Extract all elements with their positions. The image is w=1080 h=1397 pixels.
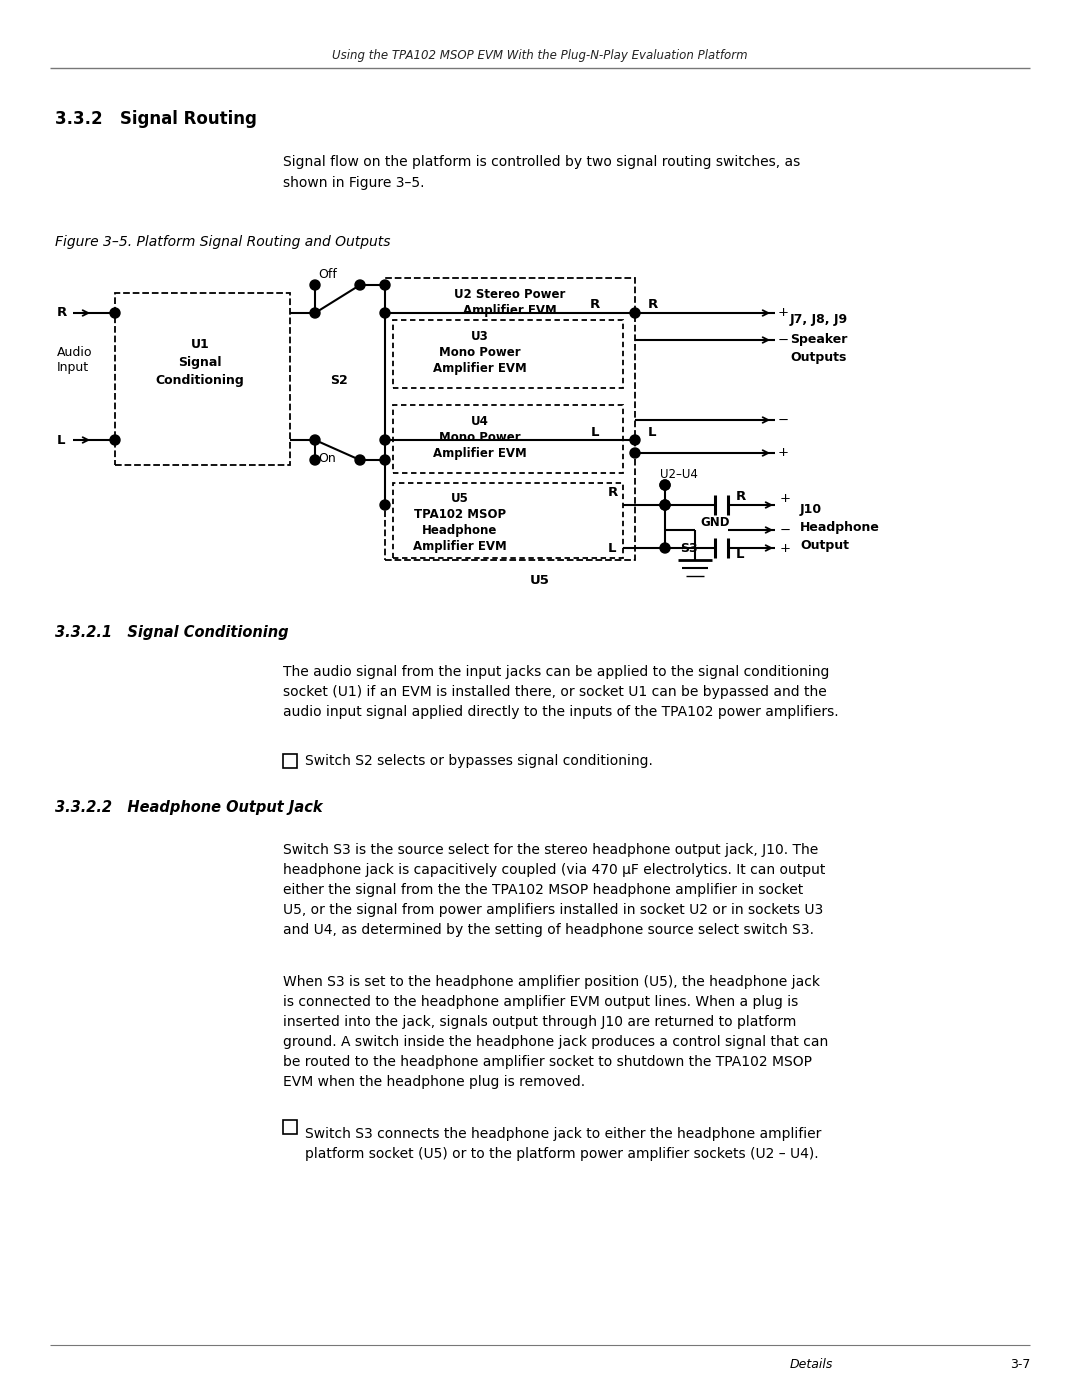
Circle shape xyxy=(310,307,320,319)
Circle shape xyxy=(110,307,120,319)
Text: Amplifier EVM: Amplifier EVM xyxy=(463,305,557,317)
Text: Input: Input xyxy=(57,362,90,374)
Text: L: L xyxy=(648,426,657,439)
Text: U4: U4 xyxy=(471,415,489,427)
Text: Switch S3 connects the headphone jack to either the headphone amplifier
platform: Switch S3 connects the headphone jack to… xyxy=(305,1127,822,1161)
Circle shape xyxy=(310,434,320,446)
Circle shape xyxy=(630,448,640,458)
Text: U5: U5 xyxy=(530,574,550,587)
Circle shape xyxy=(380,307,390,319)
Text: R: R xyxy=(57,306,67,320)
Text: L: L xyxy=(57,433,66,447)
Bar xyxy=(393,320,623,388)
Text: +: + xyxy=(778,306,789,320)
Bar xyxy=(384,278,635,560)
Circle shape xyxy=(660,481,670,490)
Text: U2–U4: U2–U4 xyxy=(660,468,698,482)
Text: U2 Stereo Power: U2 Stereo Power xyxy=(455,288,566,300)
Text: Headphone: Headphone xyxy=(800,521,880,535)
Bar xyxy=(283,1120,297,1134)
Text: Headphone: Headphone xyxy=(422,524,498,536)
Circle shape xyxy=(380,500,390,510)
Circle shape xyxy=(380,279,390,291)
Text: Amplifier EVM: Amplifier EVM xyxy=(433,447,527,460)
Text: J7, J8, J9: J7, J8, J9 xyxy=(789,313,848,327)
Text: GND: GND xyxy=(700,517,729,529)
Text: +: + xyxy=(780,492,791,504)
Text: Output: Output xyxy=(800,539,849,552)
Text: L: L xyxy=(591,426,599,439)
Text: Mono Power: Mono Power xyxy=(440,346,521,359)
Text: 3.3.2.1   Signal Conditioning: 3.3.2.1 Signal Conditioning xyxy=(55,624,288,640)
Text: TPA102 MSOP: TPA102 MSOP xyxy=(414,509,507,521)
Text: Outputs: Outputs xyxy=(789,352,847,365)
Text: Figure 3–5. Platform Signal Routing and Outputs: Figure 3–5. Platform Signal Routing and … xyxy=(55,235,391,249)
Circle shape xyxy=(660,543,670,553)
Text: J10: J10 xyxy=(800,503,822,517)
Text: Amplifier EVM: Amplifier EVM xyxy=(414,541,507,553)
Text: 3.3.2   Signal Routing: 3.3.2 Signal Routing xyxy=(55,110,257,129)
Text: −: − xyxy=(778,334,789,346)
Text: The audio signal from the input jacks can be applied to the signal conditioning
: The audio signal from the input jacks ca… xyxy=(283,665,839,719)
Circle shape xyxy=(380,434,390,446)
Text: Signal flow on the platform is controlled by two signal routing switches, as
sho: Signal flow on the platform is controlle… xyxy=(283,155,800,190)
Circle shape xyxy=(310,279,320,291)
Text: U3: U3 xyxy=(471,330,489,344)
Text: −: − xyxy=(778,414,789,426)
Text: Details: Details xyxy=(789,1358,834,1372)
Circle shape xyxy=(630,307,640,319)
Circle shape xyxy=(380,455,390,465)
Bar xyxy=(114,293,291,465)
Text: 3-7: 3-7 xyxy=(1010,1358,1030,1372)
Circle shape xyxy=(310,455,320,465)
Bar xyxy=(393,405,623,474)
Text: Amplifier EVM: Amplifier EVM xyxy=(433,362,527,374)
Text: R: R xyxy=(735,490,746,503)
Text: U5: U5 xyxy=(451,492,469,504)
Text: Speaker: Speaker xyxy=(789,334,848,346)
Circle shape xyxy=(660,500,670,510)
Text: R: R xyxy=(608,486,618,499)
Text: +: + xyxy=(778,447,789,460)
Text: On: On xyxy=(318,451,336,464)
Text: +: + xyxy=(780,542,791,555)
Text: Switch S3 is the source select for the stereo headphone output jack, J10. The
he: Switch S3 is the source select for the s… xyxy=(283,842,825,937)
Text: R: R xyxy=(590,299,600,312)
Text: When S3 is set to the headphone amplifier position (U5), the headphone jack
is c: When S3 is set to the headphone amplifie… xyxy=(283,975,828,1090)
Bar xyxy=(393,483,623,557)
Bar xyxy=(283,754,297,768)
Text: Signal: Signal xyxy=(178,356,221,369)
Text: Switch S2 selects or bypasses signal conditioning.: Switch S2 selects or bypasses signal con… xyxy=(305,754,653,768)
Circle shape xyxy=(355,279,365,291)
Text: L: L xyxy=(735,549,744,562)
Text: L: L xyxy=(608,542,617,555)
Text: Audio: Audio xyxy=(57,346,93,359)
Text: U1: U1 xyxy=(191,338,210,351)
Circle shape xyxy=(660,500,670,510)
Text: Using the TPA102 MSOP EVM With the Plug-N-Play Evaluation Platform: Using the TPA102 MSOP EVM With the Plug-… xyxy=(333,49,747,61)
Text: R: R xyxy=(648,299,658,312)
Text: Mono Power: Mono Power xyxy=(440,432,521,444)
Circle shape xyxy=(630,434,640,446)
Text: Conditioning: Conditioning xyxy=(156,374,244,387)
Text: Off: Off xyxy=(318,268,337,282)
Text: 3.3.2.2   Headphone Output Jack: 3.3.2.2 Headphone Output Jack xyxy=(55,800,323,814)
Text: S3: S3 xyxy=(680,542,698,555)
Circle shape xyxy=(660,481,670,490)
Circle shape xyxy=(355,455,365,465)
Circle shape xyxy=(110,434,120,446)
Text: −: − xyxy=(780,524,792,536)
Text: S2: S2 xyxy=(330,373,348,387)
